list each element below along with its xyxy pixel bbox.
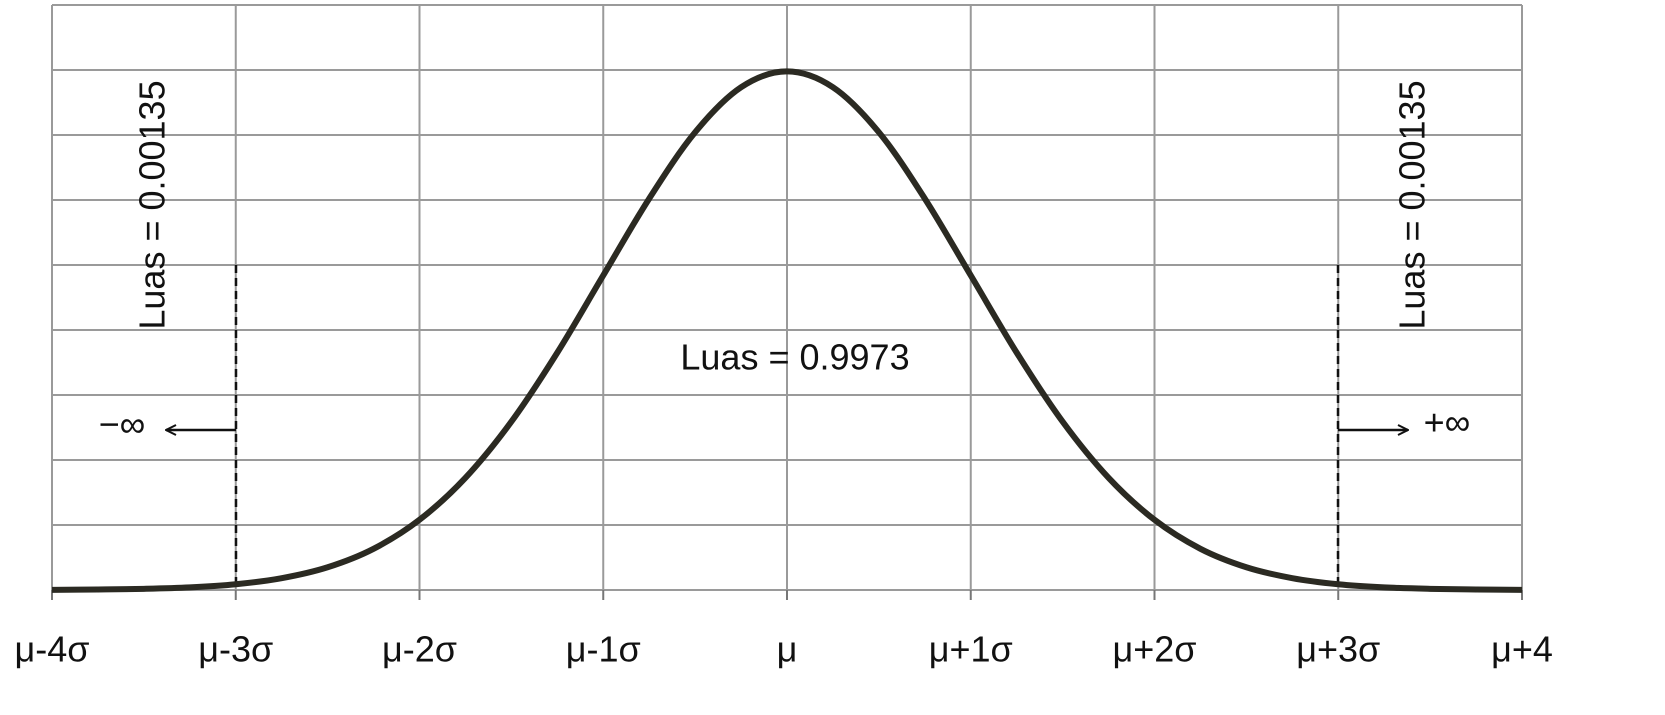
x-tick-label: μ-3σ bbox=[198, 629, 273, 670]
x-tick-label: μ+4 bbox=[1491, 629, 1553, 670]
x-tick-label: μ-2σ bbox=[382, 629, 457, 670]
x-tick-label: μ+3σ bbox=[1296, 629, 1380, 670]
x-tick-label: μ+2σ bbox=[1112, 629, 1196, 670]
grid bbox=[51, 4, 1523, 591]
right-area-label: Luas = 0.00135 bbox=[1392, 80, 1433, 329]
curve bbox=[51, 68, 1523, 593]
left-area-label: Luas = 0.00135 bbox=[132, 80, 173, 329]
x-tick-label: μ bbox=[777, 629, 798, 670]
center-area-label: Luas = 0.9973 bbox=[680, 337, 909, 378]
x-tick-label: μ+1σ bbox=[929, 629, 1013, 670]
plus-infinity: +∞ bbox=[1424, 402, 1471, 443]
x-tick-label: μ-4σ bbox=[15, 629, 90, 670]
minus-infinity: −∞ bbox=[99, 404, 146, 445]
x-tick-label: μ-1σ bbox=[566, 629, 641, 670]
